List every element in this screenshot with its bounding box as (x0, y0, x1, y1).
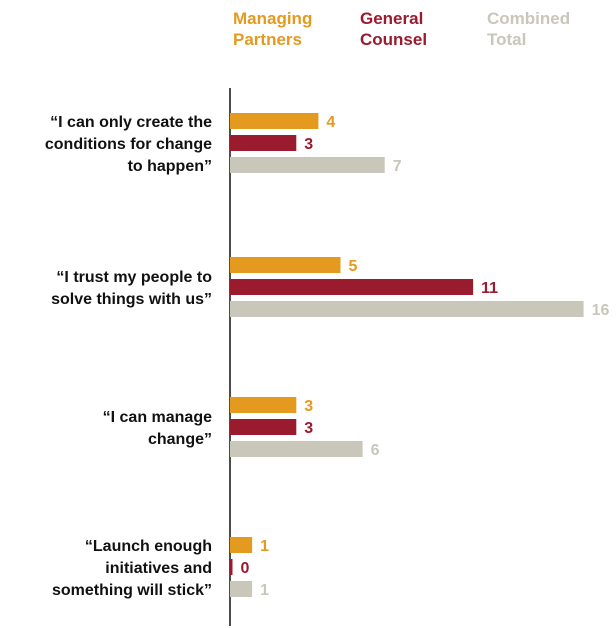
bar-1-1 (230, 279, 474, 295)
value-label-2-0: 3 (304, 398, 313, 415)
value-label-2-1: 3 (304, 420, 313, 437)
legend: Managing Partners General Counsel Combined To… (233, 9, 570, 49)
value-label-2-2: 6 (371, 442, 380, 459)
category-label-3: “Launch enough initiatives and something w… (52, 538, 212, 599)
bar-2-2 (230, 441, 363, 457)
category-label-1: “I trust my people to solve things with u… (51, 269, 212, 308)
value-label-3-0: 1 (260, 538, 269, 555)
legend-item-0: Managing Partners (233, 9, 312, 49)
value-label-3-2: 1 (260, 582, 269, 599)
legend-item-1: General Counsel (360, 9, 427, 49)
value-label-0-2: 7 (393, 158, 402, 175)
bar-0-2 (230, 157, 385, 173)
legend-item-2: Combined Total (487, 9, 570, 49)
value-label-3-1: 0 (241, 560, 250, 577)
bars (230, 113, 584, 597)
bar-3-1 (230, 559, 233, 575)
category-labels: “I can only create the conditions for cha… (45, 114, 212, 599)
category-label-0: “I can only create the conditions for cha… (45, 114, 212, 175)
value-label-1-1: 11 (481, 280, 498, 297)
bar-1-0 (230, 257, 341, 273)
bar-3-2 (230, 581, 253, 597)
bar-0-1 (230, 135, 297, 151)
bar-3-0 (230, 537, 253, 553)
value-label-0-1: 3 (304, 136, 313, 153)
bar-1-2 (230, 301, 584, 317)
bar-0-0 (230, 113, 319, 129)
value-label-1-0: 5 (349, 258, 358, 275)
value-label-0-0: 4 (326, 114, 335, 131)
bar-2-0 (230, 397, 297, 413)
category-label-2: “I can manage change” (103, 409, 212, 448)
value-label-1-2: 16 (592, 302, 610, 319)
bar-2-1 (230, 419, 297, 435)
